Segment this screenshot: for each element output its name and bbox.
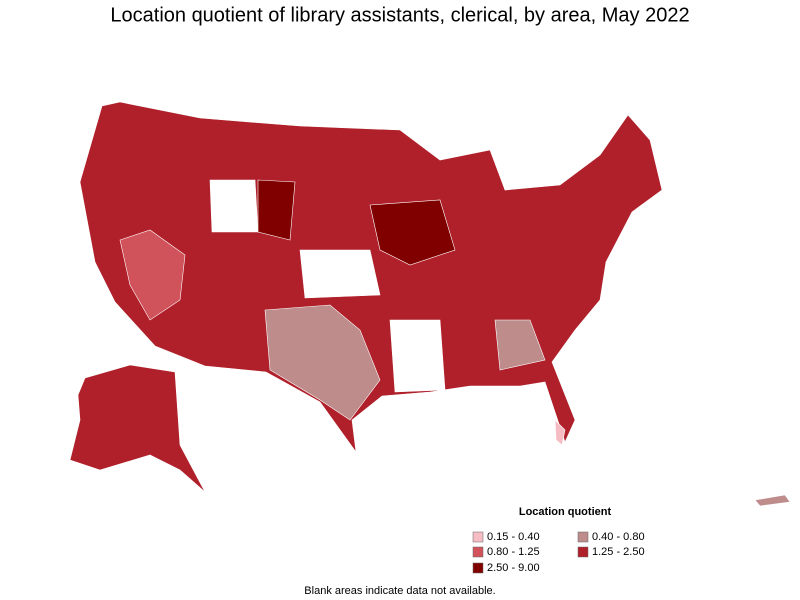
region-plains [299, 249, 381, 299]
region-southeast [389, 319, 446, 393]
puerto-rico [754, 494, 791, 507]
legend-swatch [472, 546, 484, 558]
footnote: Blank areas indicate data not available. [304, 585, 495, 597]
legend-label: 0.80 - 1.25 [487, 546, 540, 558]
map [69, 101, 791, 507]
region-wyoming [209, 179, 259, 233]
legend-swatch [472, 531, 484, 543]
region-colorado [257, 179, 296, 241]
alaska [69, 364, 206, 493]
region-georgia [494, 319, 546, 371]
legend-swatch [577, 531, 589, 543]
legend-label: 1.25 - 2.50 [592, 546, 645, 558]
legend-label: 2.50 - 9.00 [487, 562, 540, 574]
legend-swatch [472, 562, 484, 574]
legend-swatch [577, 546, 589, 558]
legend-label: 0.15 - 0.40 [487, 531, 540, 543]
legend-title: Location quotient [519, 506, 612, 518]
hawaii [237, 449, 256, 475]
legend: 0.15 - 0.40 0.40 - 0.80 0.80 - 1.25 1.25 - … [472, 531, 645, 574]
region-florida [554, 419, 566, 446]
region-texas [264, 304, 381, 421]
map-title: Location quotient of library assistants,… [110, 4, 689, 26]
region-mountain [119, 229, 186, 321]
region-midwest [369, 199, 456, 266]
legend-label: 0.40 - 0.80 [592, 531, 645, 543]
